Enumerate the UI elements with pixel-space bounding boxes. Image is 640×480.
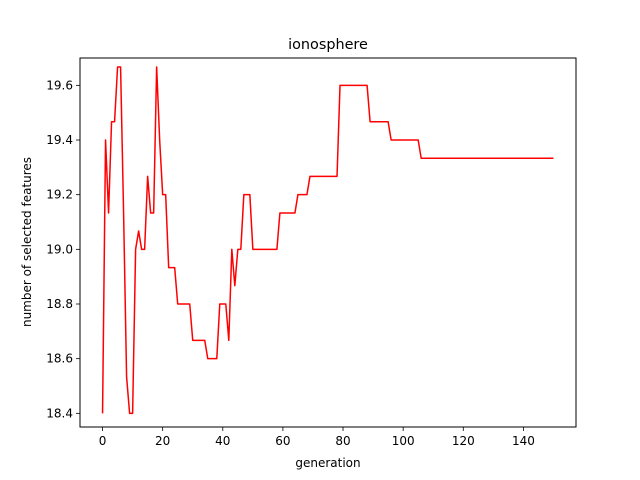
y-axis: 18.4 18.6 18.8 19.0 19.2 19.4 19.6	[46, 78, 80, 420]
y-tick-label: 18.6	[46, 352, 73, 366]
x-axis-title: generation	[295, 456, 360, 470]
axes-frame	[79, 57, 577, 428]
plot-area	[101, 66, 554, 415]
y-tick-label: 19.2	[46, 188, 73, 202]
x-tick-label: 20	[155, 434, 170, 448]
x-tick-label: 140	[512, 434, 535, 448]
x-tick-label: 0	[99, 434, 107, 448]
x-tick-label: 120	[452, 434, 475, 448]
y-tick-label: 18.8	[46, 297, 73, 311]
y-axis-title: number of selected features	[20, 157, 34, 327]
y-tick-label: 18.4	[46, 406, 73, 420]
y-tick-label: 19.6	[46, 78, 73, 92]
x-tick-label: 40	[215, 434, 230, 448]
x-tick-label: 80	[335, 434, 350, 448]
x-axis: 0 20 40 60 80 100 120 140	[99, 427, 535, 448]
series-line-0	[101, 66, 554, 415]
x-tick-label: 60	[275, 434, 290, 448]
chart-title: ionosphere	[288, 37, 368, 53]
y-tick-label: 19.0	[46, 242, 73, 256]
x-tick-label: 100	[392, 434, 415, 448]
y-tick-label: 19.4	[46, 133, 73, 147]
